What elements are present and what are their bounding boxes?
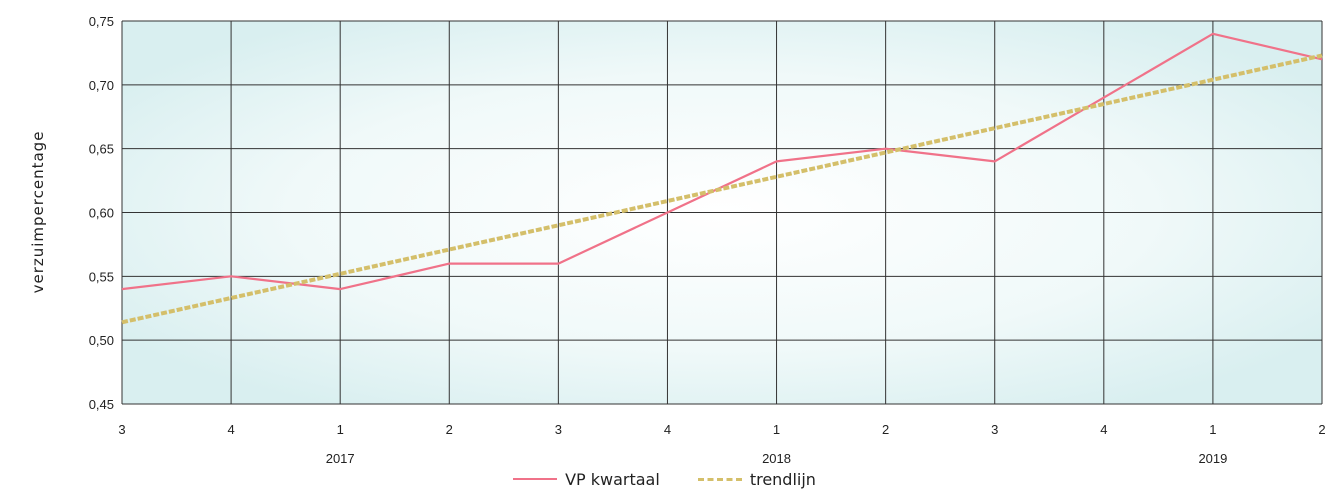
x-tick-label: 4 (1100, 422, 1107, 437)
legend-swatch-vp-kwartaal (513, 478, 558, 480)
y-axis-label: verzuimpercentage (29, 131, 47, 294)
y-axis: 0,45 0,50 0,55 0,60 0,65 0,70 0,75 (89, 14, 114, 412)
legend-item-trendlijn: trendlijn (697, 469, 816, 489)
legend-label-vp-kwartaal: VP kwartaal (565, 469, 660, 489)
legend-item-vp-kwartaal: VP kwartaal (513, 470, 660, 489)
legend-swatch-trendlijn (697, 477, 742, 481)
legend: VP kwartaal trendlijn (0, 467, 1329, 491)
y-tick-label: 0,65 (89, 142, 114, 157)
x-tick-label: 1 (1209, 422, 1216, 437)
y-tick-label: 0,50 (89, 333, 114, 348)
y-tick-label: 0,60 (89, 206, 114, 221)
x-year-label: 2019 (1198, 451, 1227, 466)
x-tick-label: 3 (555, 422, 562, 437)
y-tick-label: 0,45 (89, 397, 114, 412)
x-tick-label: 2 (1318, 422, 1325, 437)
x-tick-label: 1 (337, 422, 344, 437)
x-year-label: 2018 (762, 451, 791, 466)
series-group (121, 32, 1323, 325)
x-tick-label: 4 (664, 422, 671, 437)
series-line-vp-kwartaal (121, 32, 1323, 291)
x-tick-label: 1 (773, 422, 780, 437)
legend-label-trendlijn: trendlijn (749, 469, 816, 489)
x-axis: 3 4 1 2 3 4 1 2 3 4 1 2 2017 2018 2019 (118, 422, 1325, 466)
x-tick-label: 2 (446, 422, 453, 437)
y-tick-label: 0,70 (89, 78, 114, 93)
series-line-trendlijn (121, 53, 1323, 325)
x-tick-label: 4 (227, 422, 234, 437)
line-chart: 0,45 0,50 0,55 0,60 0,65 0,70 0,75 3 4 1 2 3 4 1 2 3 4 1… (29, 14, 1326, 466)
y-tick-label: 0,75 (89, 14, 114, 29)
x-tick-label: 3 (991, 422, 998, 437)
x-year-label: 2017 (326, 451, 355, 466)
x-tick-label: 2 (882, 422, 889, 437)
y-tick-label: 0,55 (89, 269, 114, 284)
x-tick-label: 3 (118, 422, 125, 437)
